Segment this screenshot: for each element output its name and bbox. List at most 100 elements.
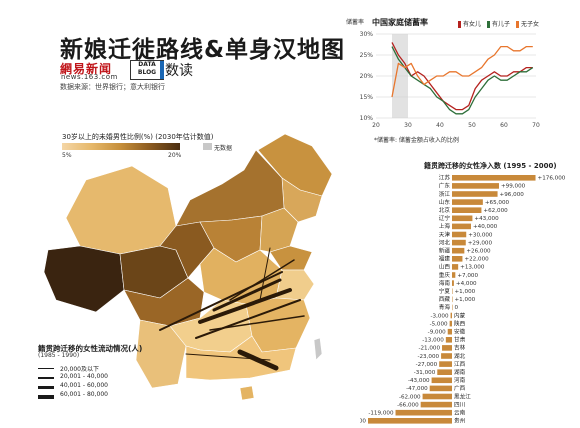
flow-legend-item: 20,000及以下: [38, 364, 198, 374]
map-scale-high: 20%: [168, 152, 182, 159]
x-tick-label: 20: [372, 122, 380, 129]
category-label: 四川: [454, 401, 465, 408]
category-label: 天津: [439, 231, 451, 238]
value-label: +13,000: [460, 265, 485, 271]
bar: [442, 345, 452, 351]
flow-legend-label: 60,001 - 80,000: [60, 391, 108, 398]
bar: [452, 199, 483, 205]
legend-item-daughter: 有女儿: [458, 19, 481, 28]
bar: [452, 256, 463, 262]
bar: [452, 223, 471, 230]
value-label: -27,000: [416, 362, 438, 368]
y-tick-label: 20%: [360, 73, 374, 80]
map-color-scale: [62, 143, 180, 150]
category-label: 云南: [454, 409, 466, 417]
category-label: 广东: [439, 182, 451, 190]
value-label: +29,000: [468, 240, 493, 246]
value-label: -3,000: [431, 313, 449, 319]
region-tibet: [43, 245, 125, 313]
map-scale-title: 30岁以上的未婚男性比例(%) (2030年估计数值): [62, 133, 214, 141]
migration-flows: [159, 247, 305, 371]
x-tick-label: 30: [404, 122, 412, 129]
bar: [420, 401, 452, 408]
category-label: 浙江: [439, 190, 451, 198]
bar: [452, 231, 467, 238]
x-tick-label: 40: [436, 122, 444, 129]
category-label: 北京: [439, 206, 451, 214]
bar: [452, 183, 499, 189]
flow-line: [212, 278, 282, 312]
category-label: 上海: [439, 222, 451, 230]
value-label: +176,000: [538, 176, 566, 182]
category-label: 广西: [454, 384, 466, 392]
legend-swatch: [487, 21, 490, 28]
value-label: +43,000: [474, 216, 499, 222]
bar: [452, 175, 536, 181]
legend-swatch: [458, 21, 461, 28]
category-label: 湖北: [454, 352, 466, 360]
legend-label: 有儿子: [492, 21, 511, 28]
bar: [431, 377, 452, 384]
x-tick-label: 70: [532, 122, 540, 129]
category-label: 吉林: [454, 344, 466, 352]
category-label: 陕西: [454, 319, 466, 327]
value-label: +22,000: [464, 257, 489, 263]
bar: [452, 215, 473, 222]
y-tick-label: 15%: [360, 94, 374, 101]
datablog-logo[interactable]: DATA BLOG: [130, 60, 164, 80]
flow-legend-item: 20,001 - 40,000: [38, 373, 198, 383]
value-label: -66,000: [397, 402, 419, 408]
region-xinjiang: [65, 165, 177, 255]
savings-line-chart: 10% 15% 20% 25% 30% 20 30 40 50 60 70: [360, 31, 540, 129]
datablog-logo-text: DATA BLOG: [137, 61, 157, 76]
flow-line: [237, 349, 279, 371]
bar: [452, 280, 454, 286]
category-label: 河南: [454, 376, 466, 384]
flow-legend-line: [38, 377, 54, 379]
flow-legend-line: [38, 386, 54, 389]
category-label: 青海: [439, 303, 451, 311]
netease-logo-main: 網易新闻: [60, 62, 113, 76]
bar: [395, 409, 452, 416]
category-label: 宁夏: [439, 287, 451, 295]
bar: [452, 191, 498, 197]
value-label: +62,000: [483, 208, 508, 214]
flow-line: [209, 315, 305, 331]
series-line: [391, 45, 533, 98]
series-line: [391, 46, 534, 115]
netease-news-logo[interactable]: 網易新闻 news.163.com: [60, 60, 124, 82]
flow-legend-item: 60,001 - 80,000: [38, 391, 198, 401]
line-chart-footnote: *储蓄率: 储蓄金额占收入的比例: [374, 137, 459, 144]
flow-legend-item: 40,001 - 60,000: [38, 382, 198, 392]
flow-legend-title: 籍贯跨迁移的女性流动情况(人): [38, 344, 143, 353]
bar: [452, 288, 453, 294]
value-label: +1,000: [455, 289, 476, 295]
category-label: 内蒙: [454, 311, 466, 319]
bar: [445, 337, 452, 343]
category-label: 山西: [439, 263, 451, 271]
shudu-label: 数读: [165, 63, 193, 79]
category-label: 新疆: [439, 247, 451, 255]
y-tick-label: 30%: [360, 31, 374, 38]
value-label: -13,000: [422, 338, 444, 344]
bar: [437, 369, 452, 375]
map-scale-low: 5%: [62, 152, 72, 159]
bar: [452, 239, 466, 246]
legend-label: 有女儿: [463, 21, 482, 28]
category-label: 辽宁: [439, 214, 451, 222]
bar: [439, 361, 452, 367]
bar: [449, 320, 452, 327]
value-label: -9,000: [428, 330, 446, 336]
bar: [447, 328, 452, 335]
flow-legend-line: [38, 368, 54, 369]
category-label: 海南: [439, 279, 451, 287]
value-label: -177,000: [360, 419, 366, 425]
flow-legend-line: [38, 395, 54, 399]
category-label: 黑龙江: [454, 392, 471, 400]
value-label: +1,000: [455, 297, 476, 303]
region-taiwan: [313, 337, 323, 361]
category-label: 重庆: [439, 271, 451, 279]
value-label: -119,000: [368, 411, 394, 417]
bar: [450, 312, 452, 319]
flow-legend-label: 20,001 - 40,000: [60, 373, 108, 380]
